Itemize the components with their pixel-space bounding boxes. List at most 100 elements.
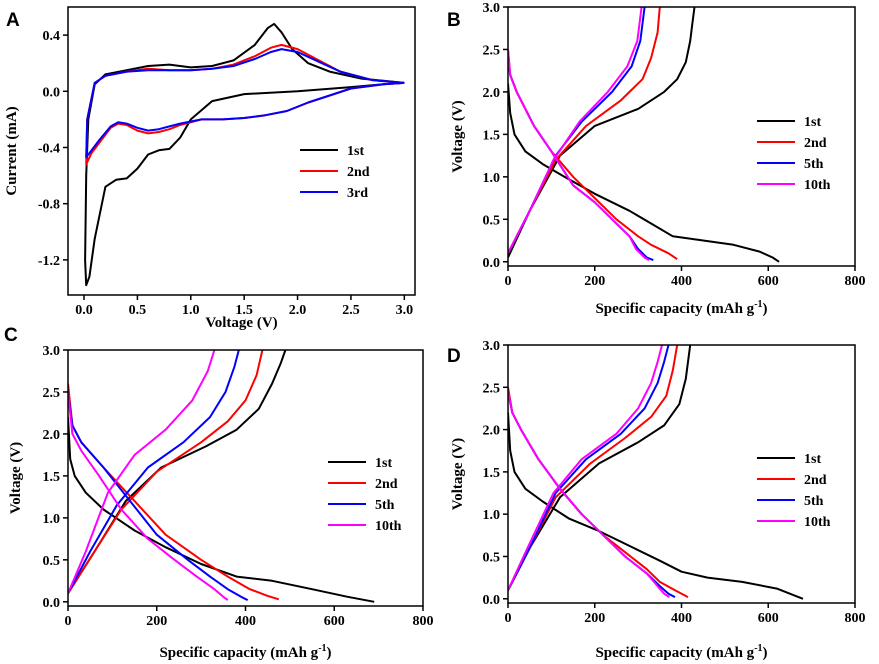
series-group <box>68 350 375 603</box>
y-tick-label: 0.0 <box>483 593 501 608</box>
y-tick-label: 1.5 <box>483 128 501 143</box>
series-group <box>84 22 405 287</box>
x-axis-title: Specific capacity (mAh g-1) <box>159 643 331 661</box>
plot-frame <box>67 349 424 607</box>
x-tick-label: 3.0 <box>396 303 414 318</box>
panel-letter: A <box>6 10 20 31</box>
x-axis-title-superscript: -1 <box>318 643 326 654</box>
series-2nd-discharge-line <box>68 383 280 601</box>
y-tick-label: 3.0 <box>483 1 501 16</box>
series-5th-discharge-line <box>508 57 654 262</box>
legend-label-2nd: 2nd <box>347 165 370 180</box>
y-tick-label: 1.0 <box>43 512 61 527</box>
x-tick-label: 200 <box>584 611 605 626</box>
series-10th-discharge-line <box>68 391 229 601</box>
y-axis-title: Current (mA) <box>4 106 20 195</box>
legend-label-1st: 1st <box>375 456 392 471</box>
series-1st-charge-line <box>508 7 696 258</box>
legend: 1st 2nd 3rd <box>300 144 370 201</box>
x-tick-label: 600 <box>324 614 345 629</box>
y-tick-label: 0.0 <box>43 596 61 611</box>
series-1st-charge-line <box>68 350 287 594</box>
y-tick-label: 2.0 <box>43 428 61 443</box>
series-10th-charge-line <box>508 345 663 591</box>
x-tick-label: 0 <box>505 611 512 626</box>
series-group <box>508 345 804 600</box>
y-axis-title: Voltage (V) <box>450 438 466 510</box>
y-tick-label: 1.5 <box>483 466 501 481</box>
y-tick-label: 0.5 <box>43 554 61 569</box>
y-tick-label: 2.0 <box>483 424 501 439</box>
series-2nd-discharge-line <box>508 49 678 261</box>
y-tick-label: 3.0 <box>483 339 501 354</box>
plot-frame <box>507 344 856 604</box>
x-axis-title: Voltage (V) <box>205 315 277 331</box>
legend-label-3rd: 3rd <box>347 186 368 201</box>
x-tick-label: 200 <box>146 614 167 629</box>
plot-frame <box>67 6 416 296</box>
x-tick-label: 800 <box>413 614 434 629</box>
x-tick-label: 800 <box>845 274 866 289</box>
panel-letter: B <box>447 10 461 31</box>
y-tick-label: 2.0 <box>483 86 501 101</box>
x-tick-label: 2.0 <box>289 303 307 318</box>
panel-letter: C <box>4 325 18 346</box>
y-tick-label: 0.5 <box>483 213 501 228</box>
legend-label-5th: 5th <box>375 498 395 513</box>
x-tick-label: 600 <box>758 611 779 626</box>
x-tick-label: 400 <box>671 274 692 289</box>
x-tick-label: 1.0 <box>182 303 200 318</box>
legend-label-10th: 10th <box>375 519 402 534</box>
series-10th-discharge-line <box>508 49 650 261</box>
panel-d: 0 200 400 600 800 0.0 0.5 1.0 1.5 2.0 2.5 3.0 Specif… <box>447 339 866 661</box>
series-5th-discharge-line <box>68 391 249 601</box>
series-2nd-discharge-line <box>508 387 689 598</box>
series-1st-charge-line <box>508 345 692 591</box>
legend: 1st 2nd 5th 10th <box>757 452 831 530</box>
y-tick-label: -0.4 <box>38 141 60 156</box>
y-tick-label: 0.4 <box>43 29 61 44</box>
series-group <box>508 7 780 263</box>
legend-label-10th: 10th <box>804 515 831 530</box>
series-10th-charge-line <box>508 7 643 254</box>
legend-label-1st: 1st <box>804 452 821 467</box>
y-tick-label: 2.5 <box>43 386 61 401</box>
series-5th-charge-line <box>68 350 240 594</box>
y-tick-label: 1.0 <box>483 508 501 523</box>
legend-label-1st: 1st <box>804 115 821 130</box>
y-tick-label: -1.2 <box>38 254 60 269</box>
x-tick-label: 400 <box>235 614 256 629</box>
x-axis-title-end: ) <box>327 645 332 661</box>
x-axis-title-superscript: -1 <box>754 299 762 310</box>
panel-c: 0 200 400 600 800 0.0 0.5 1.0 1.5 2.0 2.5 3.0 Specif… <box>4 325 434 661</box>
panel-letter: D <box>447 346 461 367</box>
legend-label-5th: 5th <box>804 157 824 172</box>
legend-label-5th: 5th <box>804 494 824 509</box>
x-axis-title-end: ) <box>763 645 768 661</box>
x-tick-label: 0 <box>505 274 512 289</box>
legend-label-2nd: 2nd <box>804 473 827 488</box>
x-axis-title: Specific capacity (mAh g-1) <box>595 299 767 317</box>
y-tick-label: 1.5 <box>43 470 61 485</box>
x-tick-label: 2.5 <box>342 303 360 318</box>
y-tick-label: 0.0 <box>483 256 501 271</box>
x-tick-label: 1.5 <box>235 303 253 318</box>
y-tick-label: 1.0 <box>483 171 501 186</box>
x-tick-label: 0 <box>65 614 72 629</box>
y-tick-label: 0.5 <box>483 550 501 565</box>
x-tick-label: 200 <box>584 274 605 289</box>
legend: 1st 2nd 5th 10th <box>757 115 831 193</box>
plot-frame <box>507 6 856 267</box>
series-3rd-line <box>85 48 405 159</box>
y-tick-label: 3.0 <box>43 344 61 359</box>
series-5th-charge-line <box>508 7 646 254</box>
x-tick-label: 0.5 <box>129 303 147 318</box>
y-tick-label: 0.0 <box>43 85 61 100</box>
x-axis-title-end: ) <box>763 301 768 317</box>
x-tick-label: 800 <box>845 611 866 626</box>
series-10th-discharge-line <box>508 391 670 598</box>
panel-b: 0 200 400 600 800 0.0 0.5 1.0 1.5 2.0 2.5 3.0 Specif… <box>447 1 866 317</box>
legend: 1st 2nd 5th 10th <box>328 456 402 534</box>
series-10th-charge-line <box>68 350 216 594</box>
